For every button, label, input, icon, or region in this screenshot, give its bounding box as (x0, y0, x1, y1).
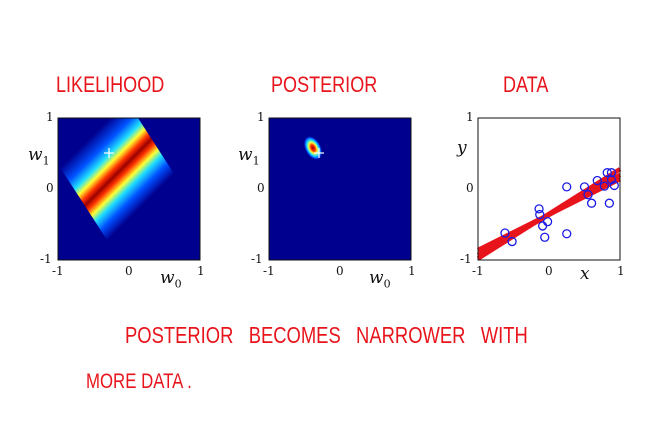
data-point (535, 209, 545, 220)
data-heading: DATA (503, 72, 549, 97)
data-point (583, 190, 593, 200)
likelihood-xtick-left: -1 (52, 264, 64, 278)
data-point (579, 182, 590, 192)
posterior-xtick-left: -1 (263, 264, 275, 278)
posterior-ytick-mid: 0 (257, 181, 265, 195)
data-xtick-mid: 0 (545, 264, 553, 278)
data-point (507, 236, 517, 247)
posterior-ytick-bot: -1 (251, 252, 263, 266)
data-scatter-plot (476, 117, 622, 261)
data-point (592, 175, 602, 186)
data-point (542, 217, 553, 227)
note-line-2: MORE DATA . (86, 370, 192, 393)
true-params-cross (104, 148, 114, 158)
posterior-ylabel: w1 (238, 145, 260, 168)
fit-line (476, 177, 622, 253)
data-point (602, 168, 612, 178)
data-ytick-mid: 0 (466, 181, 474, 195)
data-point (534, 204, 544, 214)
posterior-ytick-top: 1 (257, 110, 265, 124)
likelihood-xlabel: w0 (160, 268, 182, 291)
likelihood-ytick-bot: -1 (40, 252, 52, 266)
data-point (604, 198, 614, 208)
posterior-xtick-mid: 0 (336, 264, 344, 278)
posterior-heading: POSTERIOR (271, 72, 378, 97)
data-xtick-left: -1 (472, 264, 484, 278)
data-point (500, 228, 510, 238)
data-point (599, 181, 610, 191)
data-ylabel: y (457, 138, 467, 158)
data-point (562, 229, 572, 239)
data-point (586, 198, 597, 208)
data-point (540, 232, 550, 242)
likelihood-xtick-right: 1 (197, 264, 205, 278)
posterior-xtick-right: 1 (408, 264, 416, 278)
posterior-xlabel: w0 (369, 268, 391, 291)
data-xlabel: x (580, 264, 590, 284)
data-point (562, 182, 572, 192)
data-xtick-right: 1 (617, 264, 625, 278)
data-point (606, 168, 617, 178)
data-ytick-bot: -1 (460, 252, 472, 266)
posterior-heatmap (268, 117, 412, 261)
data-ytick-top: 1 (466, 110, 474, 124)
likelihood-heatmap (57, 117, 201, 261)
likelihood-xtick-mid: 0 (125, 264, 133, 278)
data-point (609, 180, 619, 191)
note-line-1: POSTERIOR BECOMES NARROWER WITH (125, 322, 528, 348)
likelihood-ylabel: w1 (28, 145, 50, 168)
data-point (606, 175, 617, 185)
likelihood-ytick-top: 1 (46, 110, 54, 124)
likelihood-heading: LIKELIHOOD (56, 72, 165, 97)
likelihood-ytick-mid: 0 (46, 181, 54, 195)
